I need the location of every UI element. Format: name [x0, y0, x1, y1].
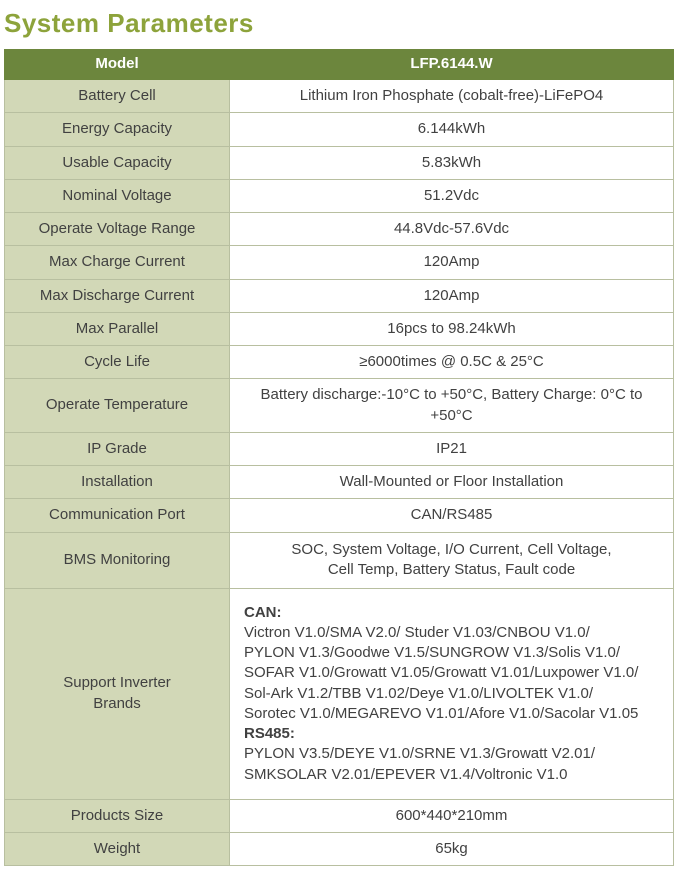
row-label: Products Size [5, 799, 230, 832]
row-label: Weight [5, 833, 230, 866]
row-value: 44.8Vdc-57.6Vdc [230, 213, 674, 246]
table-row: InstallationWall-Mounted or Floor Instal… [5, 466, 674, 499]
header-label: Model [5, 50, 230, 80]
brands-value: CAN:Victron V1.0/SMA V2.0/ Studer V1.03/… [230, 588, 674, 799]
table-row: Max Parallel16pcs to 98.24kWh [5, 312, 674, 345]
table-row: Nominal Voltage51.2Vdc [5, 179, 674, 212]
row-value: CAN/RS485 [230, 499, 674, 532]
row-label: Max Parallel [5, 312, 230, 345]
row-label: Communication Port [5, 499, 230, 532]
row-value: Battery discharge:-10°C to +50°C, Batter… [230, 379, 674, 433]
brands-label: Support InverterBrands [5, 588, 230, 799]
bms-label: BMS Monitoring [5, 532, 230, 588]
row-label: Nominal Voltage [5, 179, 230, 212]
row-value: IP21 [230, 432, 674, 465]
table-row: Energy Capacity6.144kWh [5, 113, 674, 146]
table-row: Max Charge Current120Amp [5, 246, 674, 279]
row-value: 5.83kWh [230, 146, 674, 179]
table-row: Operate TemperatureBattery discharge:-10… [5, 379, 674, 433]
table-row: Battery CellLithium Iron Phosphate (coba… [5, 80, 674, 113]
row-label: Installation [5, 466, 230, 499]
row-value: 120Amp [230, 246, 674, 279]
row-value: 51.2Vdc [230, 179, 674, 212]
row-value: 16pcs to 98.24kWh [230, 312, 674, 345]
page-title: System Parameters [4, 8, 674, 39]
row-label: Max Charge Current [5, 246, 230, 279]
table-row: Products Size600*440*210mm [5, 799, 674, 832]
row-value: 600*440*210mm [230, 799, 674, 832]
spec-table: ModelLFP.6144.WBattery CellLithium Iron … [4, 49, 674, 866]
row-label: Usable Capacity [5, 146, 230, 179]
table-row: IP GradeIP21 [5, 432, 674, 465]
table-row: Max Discharge Current120Amp [5, 279, 674, 312]
row-value: Lithium Iron Phosphate (cobalt-free)-LiF… [230, 80, 674, 113]
row-label: Cycle Life [5, 346, 230, 379]
table-row: Usable Capacity5.83kWh [5, 146, 674, 179]
row-label: Operate Temperature [5, 379, 230, 433]
row-label: IP Grade [5, 432, 230, 465]
row-label: Battery Cell [5, 80, 230, 113]
table-row: Communication PortCAN/RS485 [5, 499, 674, 532]
table-row: Operate Voltage Range44.8Vdc-57.6Vdc [5, 213, 674, 246]
table-row: Cycle Life≥6000times @ 0.5C & 25°C [5, 346, 674, 379]
row-label: Energy Capacity [5, 113, 230, 146]
table-row: BMS MonitoringSOC, System Voltage, I/O C… [5, 532, 674, 588]
row-value: 120Amp [230, 279, 674, 312]
table-row: Support InverterBrandsCAN:Victron V1.0/S… [5, 588, 674, 799]
row-value: ≥6000times @ 0.5C & 25°C [230, 346, 674, 379]
header-value: LFP.6144.W [230, 50, 674, 80]
row-label: Max Discharge Current [5, 279, 230, 312]
bms-value: SOC, System Voltage, I/O Current, Cell V… [230, 532, 674, 588]
row-value: 6.144kWh [230, 113, 674, 146]
row-value: 65kg [230, 833, 674, 866]
row-value: Wall-Mounted or Floor Installation [230, 466, 674, 499]
row-label: Operate Voltage Range [5, 213, 230, 246]
table-row: Weight65kg [5, 833, 674, 866]
